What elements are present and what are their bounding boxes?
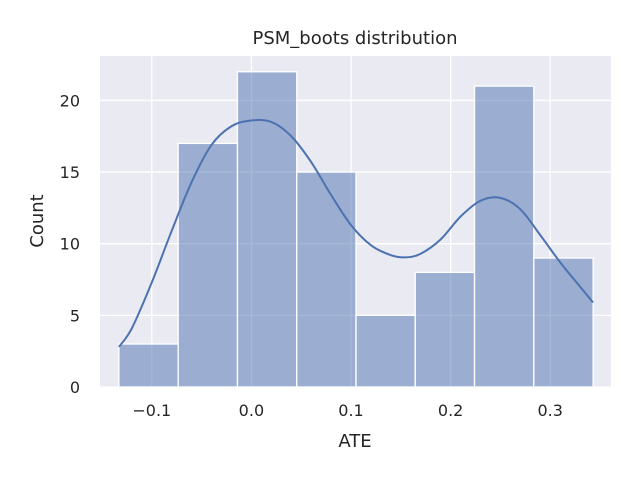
chart-title: PSM_boots distribution <box>253 28 458 49</box>
x-axis-label: ATE <box>338 431 371 452</box>
x-tick-label: −0.1 <box>132 401 171 420</box>
x-tick-label: 0.2 <box>438 401 463 420</box>
y-tick-label: 0 <box>70 378 80 397</box>
y-tick-label: 15 <box>60 163 80 182</box>
x-tick-label: 0.3 <box>538 401 563 420</box>
histogram-bar <box>414 271 476 388</box>
x-tick-label: 0.1 <box>338 401 363 420</box>
y-tick-label: 20 <box>60 91 80 110</box>
histogram-bar <box>296 171 357 388</box>
y-axis-ticks: 0 5 10 15 20 <box>60 91 80 397</box>
histogram-bars <box>118 71 594 388</box>
histogram-bar <box>177 142 239 388</box>
histogram-bar <box>533 257 594 388</box>
kde-line <box>118 118 594 348</box>
y-tick-label: 10 <box>60 235 80 254</box>
y-tick-label: 5 <box>70 306 80 325</box>
histogram-bar <box>473 85 535 388</box>
x-axis-ticks: −0.1 0.0 0.1 0.2 0.3 <box>132 401 563 420</box>
y-axis-label: Count <box>27 194 48 247</box>
histogram-bar <box>118 343 179 388</box>
x-tick-label: 0.0 <box>239 401 264 420</box>
histogram-bar <box>355 314 416 388</box>
histogram-bar <box>236 71 298 388</box>
